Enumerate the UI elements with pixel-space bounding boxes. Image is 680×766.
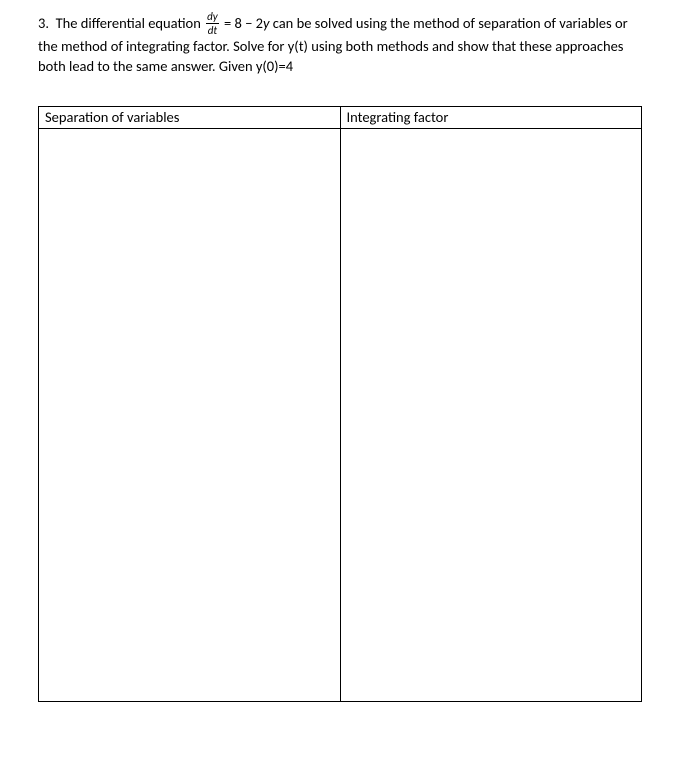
problem-text-1: The differential equation: [56, 14, 201, 32]
cell-integrating-work: [340, 129, 642, 702]
problem-statement: 3. The differential equation dy dt = 8 −…: [38, 12, 642, 76]
equation-var-y: y: [263, 14, 270, 32]
column-header-separation: Separation of variables: [39, 107, 341, 129]
fraction-numerator: dy: [206, 11, 219, 24]
problem-number: 3.: [38, 14, 49, 32]
fraction-dy-dt: dy dt: [206, 11, 219, 36]
fraction-denominator: dt: [206, 24, 219, 36]
column-header-integrating: Integrating factor: [340, 107, 642, 129]
page: 3. The differential equation dy dt = 8 −…: [0, 0, 680, 766]
methods-table: Separation of variables Integrating fact…: [38, 106, 642, 702]
table-header-row: Separation of variables Integrating fact…: [39, 107, 642, 129]
table-work-row: [39, 129, 642, 702]
cell-separation-work: [39, 129, 341, 702]
equation-rhs: = 8 − 2: [224, 14, 263, 32]
